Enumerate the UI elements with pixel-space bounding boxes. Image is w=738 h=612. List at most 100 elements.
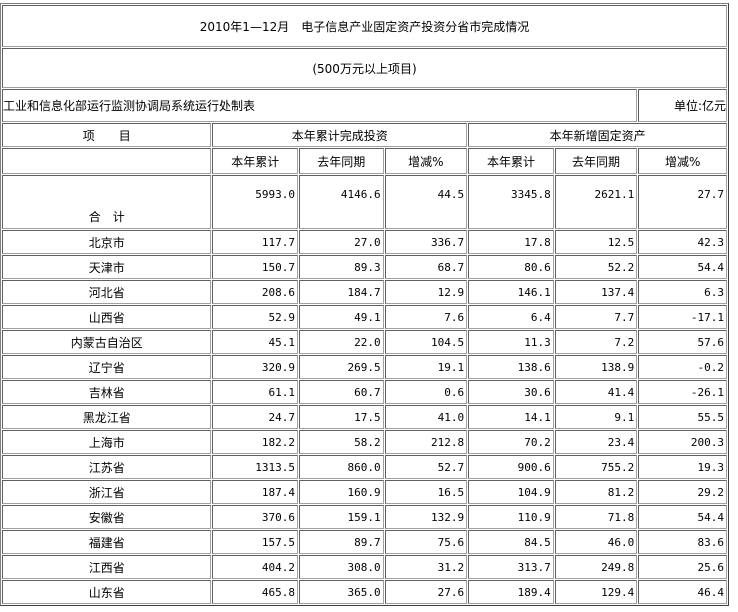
row-name: 安徽省 — [2, 505, 212, 529]
cell: 900.6 — [468, 455, 554, 479]
table-row: 辽宁省 320.9 269.5 19.1 138.6 138.9 -0.2 — [2, 355, 727, 379]
row-name: 河北省 — [2, 280, 212, 304]
table-row: 山东省 465.8 365.0 27.6 189.4 129.4 46.4 — [2, 580, 727, 604]
cell: 17.5 — [299, 405, 384, 429]
row-name: 吉林省 — [2, 380, 212, 404]
table-row: 黑龙江省 24.7 17.5 41.0 14.1 9.1 55.5 — [2, 405, 727, 429]
investment-table: 2010年1—12月 电子信息产业固定资产投资分省市完成情况 (500万元以上项… — [0, 3, 729, 606]
row-name: 江西省 — [2, 555, 212, 579]
table-row: 河北省 208.6 184.7 12.9 146.1 137.4 6.3 — [2, 280, 727, 304]
cell: 365.0 — [299, 580, 384, 604]
cell: 27.0 — [299, 230, 384, 254]
cell: 208.6 — [212, 280, 299, 304]
cell: 5993.0 — [212, 175, 299, 229]
cell: 7.2 — [554, 330, 638, 354]
cell: 182.2 — [212, 430, 299, 454]
cell: 44.5 — [384, 175, 468, 229]
cell: 138.9 — [554, 355, 638, 379]
source-note: 工业和信息化部运行监测协调局系统运行处制表 — [2, 89, 638, 122]
cell: 83.6 — [638, 530, 727, 554]
cell: 55.5 — [638, 405, 727, 429]
header-empty — [2, 148, 212, 174]
cell: 137.4 — [554, 280, 638, 304]
table-title: 2010年1—12月 电子信息产业固定资产投资分省市完成情况 — [2, 5, 727, 47]
cell: 110.9 — [468, 505, 554, 529]
cell: 17.8 — [468, 230, 554, 254]
cell: -17.1 — [638, 305, 727, 329]
cell: 755.2 — [554, 455, 638, 479]
cell: 22.0 — [299, 330, 384, 354]
row-name: 山西省 — [2, 305, 212, 329]
table-row: 福建省 157.5 89.7 75.6 84.5 46.0 83.6 — [2, 530, 727, 554]
cell: 45.1 — [212, 330, 299, 354]
cell: 308.0 — [299, 555, 384, 579]
cell: 30.6 — [468, 380, 554, 404]
header-sub: 去年同期 — [554, 148, 638, 174]
row-name: 辽宁省 — [2, 355, 212, 379]
cell: 57.6 — [638, 330, 727, 354]
cell: 12.5 — [554, 230, 638, 254]
cell: 7.7 — [554, 305, 638, 329]
cell: 54.4 — [638, 505, 727, 529]
table-row: 天津市 150.7 89.3 68.7 80.6 52.2 54.4 — [2, 255, 727, 279]
cell: 157.5 — [212, 530, 299, 554]
cell: 52.2 — [554, 255, 638, 279]
cell: 75.6 — [384, 530, 468, 554]
cell: 27.7 — [638, 175, 727, 229]
row-name: 合 计 — [2, 175, 212, 229]
cell: 52.9 — [212, 305, 299, 329]
cell: 465.8 — [212, 580, 299, 604]
cell: 80.6 — [468, 255, 554, 279]
cell: 1313.5 — [212, 455, 299, 479]
table-row: 江苏省 1313.5 860.0 52.7 900.6 755.2 19.3 — [2, 455, 727, 479]
cell: 11.3 — [468, 330, 554, 354]
cell: 132.9 — [384, 505, 468, 529]
cell: 129.4 — [554, 580, 638, 604]
row-name: 浙江省 — [2, 480, 212, 504]
table-row: 吉林省 61.1 60.7 0.6 30.6 41.4 -26.1 — [2, 380, 727, 404]
row-name: 北京市 — [2, 230, 212, 254]
cell: 41.0 — [384, 405, 468, 429]
table-subtitle: (500万元以上项目) — [2, 48, 727, 88]
header-sub: 去年同期 — [299, 148, 384, 174]
cell: 60.7 — [299, 380, 384, 404]
cell: 23.4 — [554, 430, 638, 454]
table-row: 江西省 404.2 308.0 31.2 313.7 249.8 25.6 — [2, 555, 727, 579]
cell: 89.3 — [299, 255, 384, 279]
cell: 49.1 — [299, 305, 384, 329]
cell: 320.9 — [212, 355, 299, 379]
cell: 54.4 — [638, 255, 727, 279]
cell: 25.6 — [638, 555, 727, 579]
cell: 146.1 — [468, 280, 554, 304]
cell: 104.5 — [384, 330, 468, 354]
cell: 9.1 — [554, 405, 638, 429]
table-row: 浙江省 187.4 160.9 16.5 104.9 81.2 29.2 — [2, 480, 727, 504]
cell: 160.9 — [299, 480, 384, 504]
cell: 29.2 — [638, 480, 727, 504]
table-row: 上海市 182.2 58.2 212.8 70.2 23.4 200.3 — [2, 430, 727, 454]
row-name: 上海市 — [2, 430, 212, 454]
row-name: 江苏省 — [2, 455, 212, 479]
cell: 187.4 — [212, 480, 299, 504]
cell: 860.0 — [299, 455, 384, 479]
cell: 200.3 — [638, 430, 727, 454]
cell: 61.1 — [212, 380, 299, 404]
cell: 150.7 — [212, 255, 299, 279]
row-name: 福建省 — [2, 530, 212, 554]
cell: 6.4 — [468, 305, 554, 329]
cell: 3345.8 — [468, 175, 554, 229]
cell: 104.9 — [468, 480, 554, 504]
cell: 41.4 — [554, 380, 638, 404]
table-row: 山西省 52.9 49.1 7.6 6.4 7.7 -17.1 — [2, 305, 727, 329]
cell: 404.2 — [212, 555, 299, 579]
cell: 7.6 — [384, 305, 468, 329]
cell: 370.6 — [212, 505, 299, 529]
cell: 184.7 — [299, 280, 384, 304]
header-group-new-assets: 本年新增固定资产 — [468, 123, 727, 147]
cell: -0.2 — [638, 355, 727, 379]
cell: 46.0 — [554, 530, 638, 554]
cell: 31.2 — [384, 555, 468, 579]
cell: 117.7 — [212, 230, 299, 254]
row-name: 山东省 — [2, 580, 212, 604]
cell: 68.7 — [384, 255, 468, 279]
